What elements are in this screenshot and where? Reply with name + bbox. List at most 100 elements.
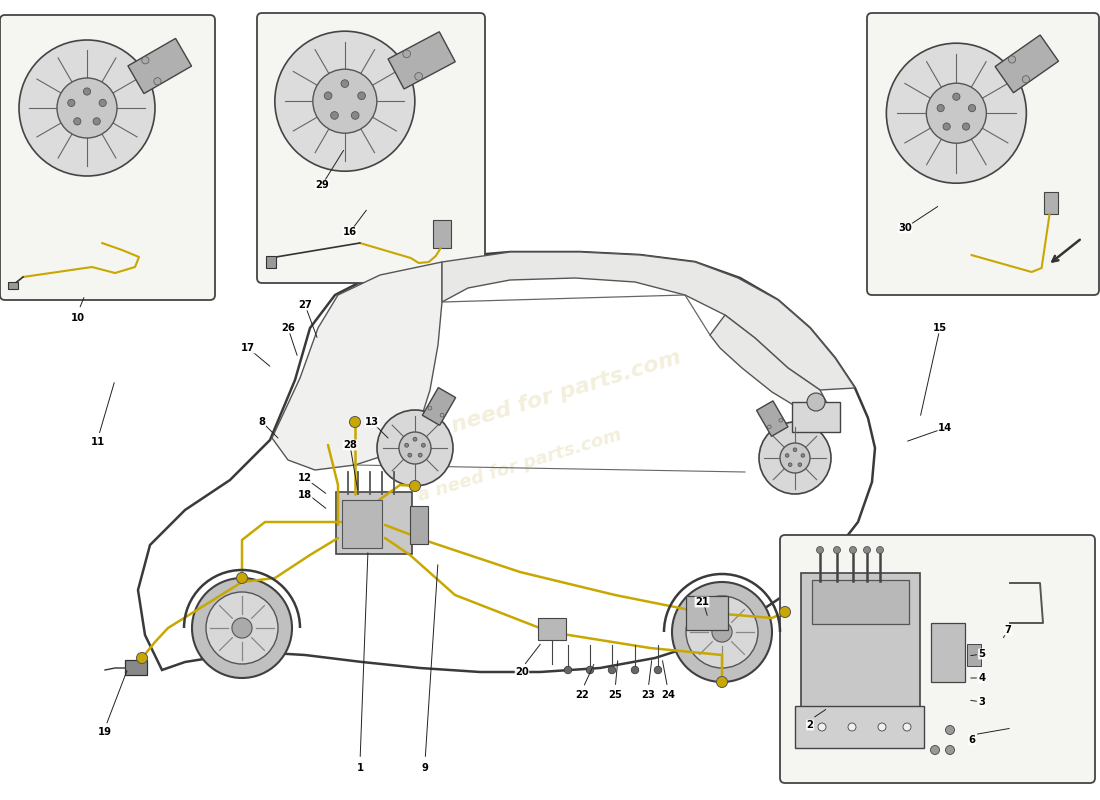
Circle shape bbox=[324, 92, 332, 100]
Circle shape bbox=[801, 454, 804, 458]
FancyBboxPatch shape bbox=[931, 623, 965, 682]
Circle shape bbox=[421, 443, 426, 447]
Circle shape bbox=[94, 118, 100, 125]
Circle shape bbox=[418, 453, 422, 457]
Circle shape bbox=[403, 50, 410, 58]
Circle shape bbox=[428, 406, 432, 410]
Text: 22: 22 bbox=[575, 690, 589, 700]
Circle shape bbox=[946, 746, 955, 754]
Bar bbox=[432, 220, 451, 248]
Circle shape bbox=[415, 73, 422, 80]
Circle shape bbox=[405, 443, 408, 447]
Circle shape bbox=[946, 726, 955, 734]
Circle shape bbox=[236, 573, 248, 583]
Text: 21: 21 bbox=[695, 597, 710, 607]
Text: 8: 8 bbox=[258, 417, 265, 427]
Circle shape bbox=[358, 92, 365, 100]
Circle shape bbox=[74, 118, 81, 125]
Circle shape bbox=[409, 481, 420, 491]
Polygon shape bbox=[388, 32, 455, 89]
Bar bbox=[342, 501, 382, 548]
Text: 19: 19 bbox=[98, 727, 112, 737]
Circle shape bbox=[887, 43, 1026, 183]
Text: 1: 1 bbox=[356, 763, 364, 773]
Text: a need for parts.com: a need for parts.com bbox=[427, 347, 683, 443]
Circle shape bbox=[768, 425, 771, 429]
Circle shape bbox=[19, 40, 155, 176]
Text: 18: 18 bbox=[298, 490, 312, 500]
Circle shape bbox=[608, 666, 616, 674]
Text: 7: 7 bbox=[1004, 625, 1011, 635]
Circle shape bbox=[818, 723, 826, 731]
Circle shape bbox=[654, 666, 662, 674]
Circle shape bbox=[785, 454, 789, 458]
FancyBboxPatch shape bbox=[257, 13, 485, 283]
Text: 4: 4 bbox=[978, 673, 986, 683]
Circle shape bbox=[793, 448, 796, 451]
Circle shape bbox=[1022, 76, 1030, 83]
Text: 11: 11 bbox=[91, 437, 106, 447]
Circle shape bbox=[408, 453, 411, 457]
Text: 2: 2 bbox=[806, 720, 813, 730]
Circle shape bbox=[968, 105, 976, 112]
FancyBboxPatch shape bbox=[336, 492, 412, 554]
Text: 23: 23 bbox=[641, 690, 654, 700]
Circle shape bbox=[351, 111, 359, 119]
Circle shape bbox=[798, 463, 802, 466]
Circle shape bbox=[943, 123, 950, 130]
Circle shape bbox=[564, 666, 572, 674]
Circle shape bbox=[331, 111, 339, 119]
Circle shape bbox=[136, 653, 147, 663]
Polygon shape bbox=[128, 38, 191, 94]
Text: 14: 14 bbox=[938, 423, 953, 433]
Polygon shape bbox=[272, 262, 442, 470]
Circle shape bbox=[877, 546, 883, 554]
Circle shape bbox=[142, 57, 148, 64]
Text: 17: 17 bbox=[241, 343, 255, 353]
Circle shape bbox=[926, 83, 987, 143]
Text: 5: 5 bbox=[979, 649, 986, 659]
Circle shape bbox=[864, 546, 870, 554]
Circle shape bbox=[759, 422, 830, 494]
Circle shape bbox=[57, 78, 117, 138]
Circle shape bbox=[631, 666, 639, 674]
Circle shape bbox=[1009, 56, 1015, 63]
Circle shape bbox=[275, 31, 415, 171]
Circle shape bbox=[68, 99, 75, 106]
Circle shape bbox=[849, 546, 857, 554]
Circle shape bbox=[903, 723, 911, 731]
Polygon shape bbox=[442, 252, 855, 390]
Circle shape bbox=[341, 80, 349, 87]
Circle shape bbox=[807, 393, 825, 411]
FancyBboxPatch shape bbox=[812, 580, 909, 624]
Bar bbox=[538, 618, 566, 640]
Text: 24: 24 bbox=[661, 690, 675, 700]
FancyBboxPatch shape bbox=[780, 535, 1094, 783]
Circle shape bbox=[192, 578, 292, 678]
Text: 28: 28 bbox=[343, 440, 356, 450]
FancyBboxPatch shape bbox=[795, 706, 924, 748]
Circle shape bbox=[712, 622, 733, 642]
Text: 10: 10 bbox=[72, 313, 85, 323]
Circle shape bbox=[399, 432, 431, 464]
Circle shape bbox=[232, 618, 252, 638]
Polygon shape bbox=[757, 401, 788, 436]
Circle shape bbox=[931, 746, 939, 754]
FancyBboxPatch shape bbox=[0, 15, 214, 300]
Bar bbox=[792, 402, 840, 432]
Circle shape bbox=[878, 723, 886, 731]
Polygon shape bbox=[996, 35, 1058, 93]
Circle shape bbox=[848, 723, 856, 731]
FancyBboxPatch shape bbox=[801, 573, 920, 712]
Circle shape bbox=[779, 418, 782, 422]
Circle shape bbox=[350, 417, 361, 427]
Circle shape bbox=[206, 592, 278, 664]
Circle shape bbox=[672, 582, 772, 682]
Text: 30: 30 bbox=[898, 223, 912, 233]
Circle shape bbox=[414, 438, 417, 441]
Circle shape bbox=[816, 546, 824, 554]
Text: 20: 20 bbox=[515, 667, 529, 677]
Text: 6: 6 bbox=[968, 735, 976, 745]
Bar bbox=[967, 644, 981, 666]
Polygon shape bbox=[710, 315, 835, 428]
